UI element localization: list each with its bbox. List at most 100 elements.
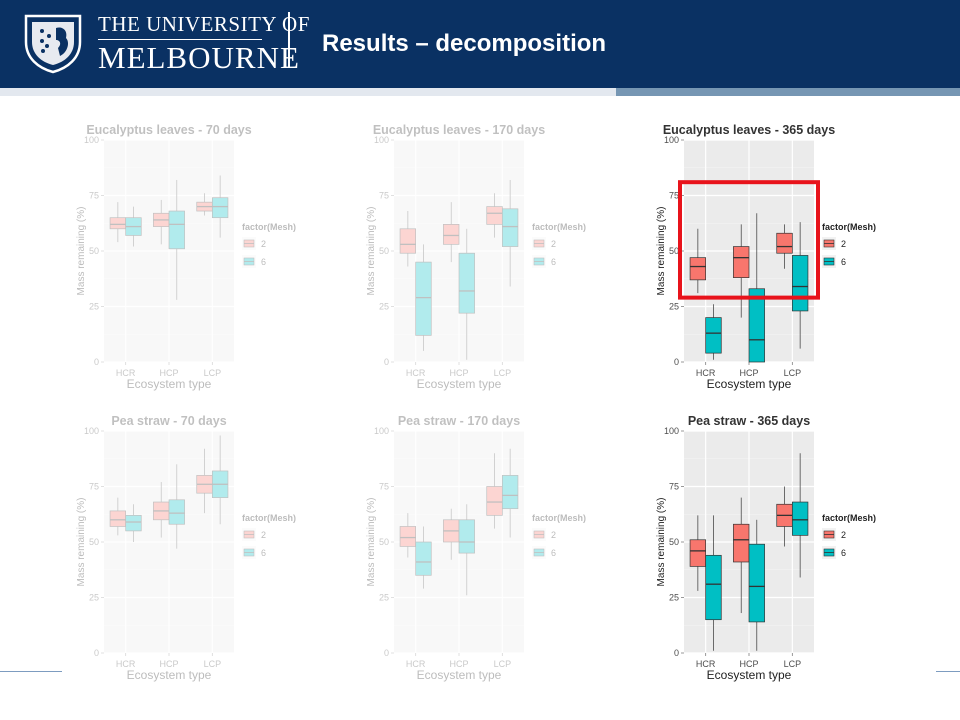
chart-title: Eucalyptus leaves - 365 days <box>663 123 835 137</box>
boxplot-mesh-6-hcr <box>705 304 722 360</box>
boxplot-mesh-6-hcp <box>458 504 475 596</box>
boxplot-mesh-6-hcp <box>748 213 765 363</box>
chart-content: Eucalyptus leaves - 170 days 0 25 50 75 100 HC… <box>366 123 586 391</box>
legend-title: factor(Mesh) <box>242 513 296 523</box>
box-iqr <box>791 501 809 536</box>
legend-key-2 <box>533 530 545 539</box>
box-iqr <box>689 257 707 281</box>
boxplot-mesh-6-hcr <box>705 515 722 651</box>
x-tick-label: LCP <box>784 368 802 378</box>
y-tick-label: 0 <box>94 357 99 367</box>
chart-eucalyptus-70-days: Eucalyptus leaves - 70 days 0 25 50 75 100 HCR… <box>76 123 296 391</box>
legend-key-bg <box>242 237 256 250</box>
y-tick-label: 0 <box>384 357 389 367</box>
boxplot-mesh-2-hcp <box>443 202 460 263</box>
boxplot-mesh-6-hcp <box>168 179 185 300</box>
legend-label-2: 2 <box>261 239 266 249</box>
y-tick-label: 75 <box>89 482 99 492</box>
x-tick-label: LCP <box>204 368 222 378</box>
y-axis-label: Mass remaining (%) <box>76 207 87 296</box>
boxplot-mesh-2-hcr <box>399 211 417 267</box>
highlight-box <box>678 180 820 300</box>
box-iqr <box>776 232 793 254</box>
y-axis-label: Mass remaining (%) <box>366 207 377 296</box>
chart-content: Pea straw - 365 days 0 25 50 75 100 HCR HCP LCP M… <box>656 414 876 682</box>
x-tick-label: LCP <box>204 659 222 669</box>
boxplot-mesh-2-hcp <box>153 482 170 538</box>
box-iqr <box>705 317 722 354</box>
box-iqr <box>458 519 475 554</box>
footer-line-right <box>936 671 960 672</box>
box-iqr <box>168 499 185 525</box>
box-iqr <box>501 208 519 247</box>
y-tick-label: 75 <box>379 191 389 201</box>
chart-title: Pea straw - 70 days <box>111 414 226 428</box>
chart-title: Pea straw - 365 days <box>688 414 810 428</box>
y-tick-label: 25 <box>669 593 679 603</box>
boxplot-mesh-6-lcp <box>501 448 519 538</box>
y-tick-label: 25 <box>89 593 99 603</box>
legend-label-2: 2 <box>261 530 266 540</box>
plot-panel <box>394 140 524 362</box>
plot-panel <box>104 431 234 653</box>
slide-header: THE UNIVERSITY OF MELBOURNE Results – de… <box>0 0 960 88</box>
box-iqr <box>399 228 417 254</box>
y-tick-label: 100 <box>84 135 99 145</box>
y-tick-label: 100 <box>374 426 389 436</box>
y-axis-label: Mass remaining (%) <box>76 498 87 587</box>
boxplot-mesh-2-lcp <box>776 486 793 547</box>
box-iqr <box>501 475 519 510</box>
x-tick-label: LCP <box>784 659 802 669</box>
legend-label-2: 2 <box>841 530 846 540</box>
chart-pea-straw-365-days: Pea straw - 365 days 0 25 50 75 100 HCR HCP LCP M… <box>656 414 876 682</box>
chart-content: Pea straw - 170 days 0 25 50 75 100 HCR HCP LCP M… <box>366 414 586 682</box>
boxplot-mesh-2-hcp <box>153 199 170 245</box>
boxplot-mesh-2-hcp <box>733 497 750 614</box>
x-tick-label: HCP <box>159 659 178 669</box>
y-tick-label: 100 <box>664 426 679 436</box>
box-iqr <box>196 475 213 494</box>
box-iqr <box>689 539 707 567</box>
legend-key-6 <box>243 257 255 266</box>
legend-label-2: 2 <box>841 239 846 249</box>
legend-label-6: 6 <box>261 548 266 558</box>
box-iqr <box>748 288 765 363</box>
y-tick-label: 25 <box>669 302 679 312</box>
box-iqr <box>399 526 417 547</box>
y-tick-label: 75 <box>379 482 389 492</box>
x-axis-label: Ecosystem type <box>417 377 502 391</box>
box-iqr <box>211 470 229 498</box>
university-name-line2: MELBOURNE <box>98 40 300 75</box>
legend-key-bg <box>532 528 546 541</box>
logo-rule <box>98 39 262 40</box>
legend-label-2: 2 <box>551 530 556 540</box>
box-iqr <box>109 217 127 230</box>
x-tick-label: LCP <box>494 659 512 669</box>
box-iqr <box>415 261 432 336</box>
legend-key-2 <box>243 239 255 248</box>
y-tick-label: 100 <box>84 426 99 436</box>
chart-content: Eucalyptus leaves - 365 days 0 25 50 75 100 HC… <box>656 123 876 391</box>
chart-title: Pea straw - 170 days <box>398 414 520 428</box>
y-tick-label: 50 <box>669 246 679 256</box>
box-iqr <box>153 212 170 227</box>
x-tick-label: HCR <box>696 368 716 378</box>
x-tick-label: HCP <box>449 368 468 378</box>
box-iqr <box>211 197 229 219</box>
boxplot-mesh-2-hcr <box>109 497 127 536</box>
box-iqr <box>125 217 142 236</box>
y-tick-label: 75 <box>89 191 99 201</box>
legend-key-bg <box>242 528 256 541</box>
legend-key-6 <box>533 548 545 557</box>
y-tick-label: 0 <box>674 648 679 658</box>
boxplot-mesh-6-hcr <box>415 526 432 589</box>
x-axis-label: Ecosystem type <box>127 668 212 682</box>
box-iqr <box>748 543 765 623</box>
legend-key-bg <box>532 546 546 559</box>
box-iqr <box>791 255 809 312</box>
boxplot-mesh-2-hcp <box>443 508 460 560</box>
legend-key-2 <box>243 530 255 539</box>
boxplot-mesh-2-hcr <box>399 513 417 558</box>
y-tick-label: 25 <box>379 302 389 312</box>
chart-pea-straw-70-days: Pea straw - 70 days 0 25 50 75 100 HCR HCP LCP Ma… <box>76 414 296 682</box>
